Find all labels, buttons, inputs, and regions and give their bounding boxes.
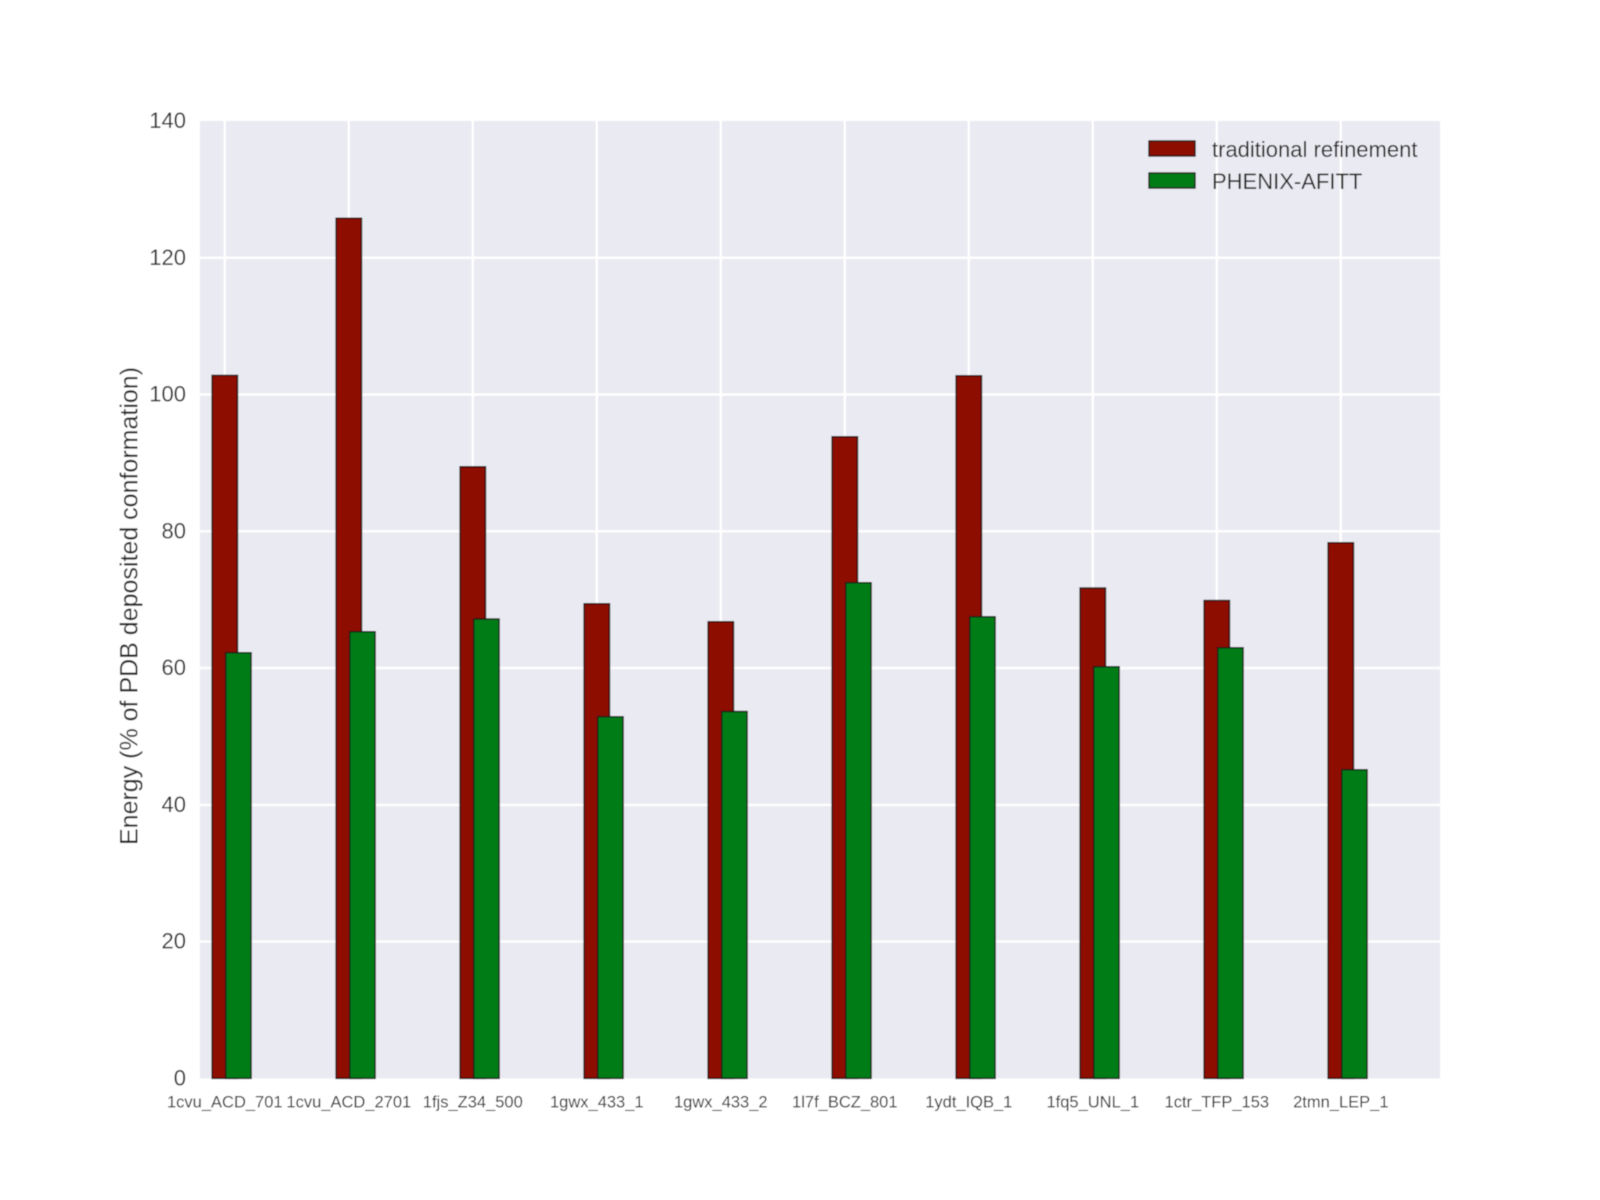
svg-text:1l7f_BCZ_801: 1l7f_BCZ_801	[792, 1094, 898, 1112]
svg-text:1gwx_433_2: 1gwx_433_2	[674, 1094, 768, 1112]
svg-text:140: 140	[149, 108, 186, 133]
svg-text:1ydt_IQB_1: 1ydt_IQB_1	[925, 1094, 1012, 1112]
svg-text:120: 120	[149, 245, 186, 270]
svg-text:1fjs_Z34_500: 1fjs_Z34_500	[423, 1094, 523, 1112]
svg-text:60: 60	[162, 655, 186, 680]
svg-text:PHENIX-AFITT: PHENIX-AFITT	[1212, 169, 1362, 194]
svg-text:2tmn_LEP_1: 2tmn_LEP_1	[1293, 1094, 1388, 1112]
svg-text:80: 80	[162, 518, 186, 543]
svg-text:Energy (% of PDB deposited con: Energy (% of PDB deposited conformation)	[116, 367, 144, 845]
svg-text:1ctr_TFP_153: 1ctr_TFP_153	[1165, 1094, 1270, 1112]
svg-text:traditional refinement: traditional refinement	[1212, 137, 1417, 162]
svg-text:20: 20	[162, 929, 186, 954]
svg-text:100: 100	[149, 382, 186, 407]
svg-text:0: 0	[174, 1065, 186, 1090]
svg-text:1gwx_433_1: 1gwx_433_1	[550, 1094, 644, 1112]
svg-text:1cvu_ACD_701: 1cvu_ACD_701	[167, 1094, 283, 1112]
svg-text:1fq5_UNL_1: 1fq5_UNL_1	[1046, 1094, 1139, 1112]
svg-text:40: 40	[162, 792, 186, 817]
svg-text:1cvu_ACD_2701: 1cvu_ACD_2701	[286, 1094, 411, 1112]
